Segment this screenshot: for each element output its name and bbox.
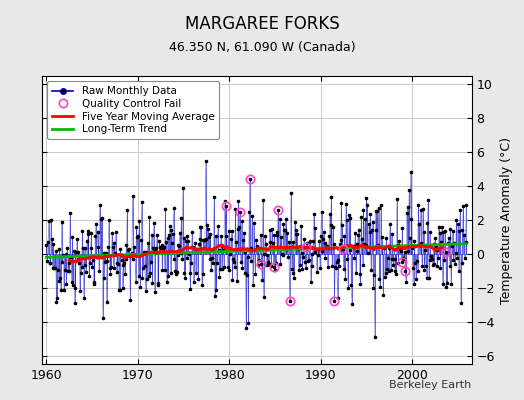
Text: MARGAREE FORKS: MARGAREE FORKS bbox=[184, 15, 340, 33]
Text: 46.350 N, 61.090 W (Canada): 46.350 N, 61.090 W (Canada) bbox=[169, 42, 355, 54]
Legend: Raw Monthly Data, Quality Control Fail, Five Year Moving Average, Long-Term Tren: Raw Monthly Data, Quality Control Fail, … bbox=[47, 81, 220, 140]
Text: Berkeley Earth: Berkeley Earth bbox=[389, 380, 472, 390]
Y-axis label: Temperature Anomaly (°C): Temperature Anomaly (°C) bbox=[500, 136, 514, 304]
